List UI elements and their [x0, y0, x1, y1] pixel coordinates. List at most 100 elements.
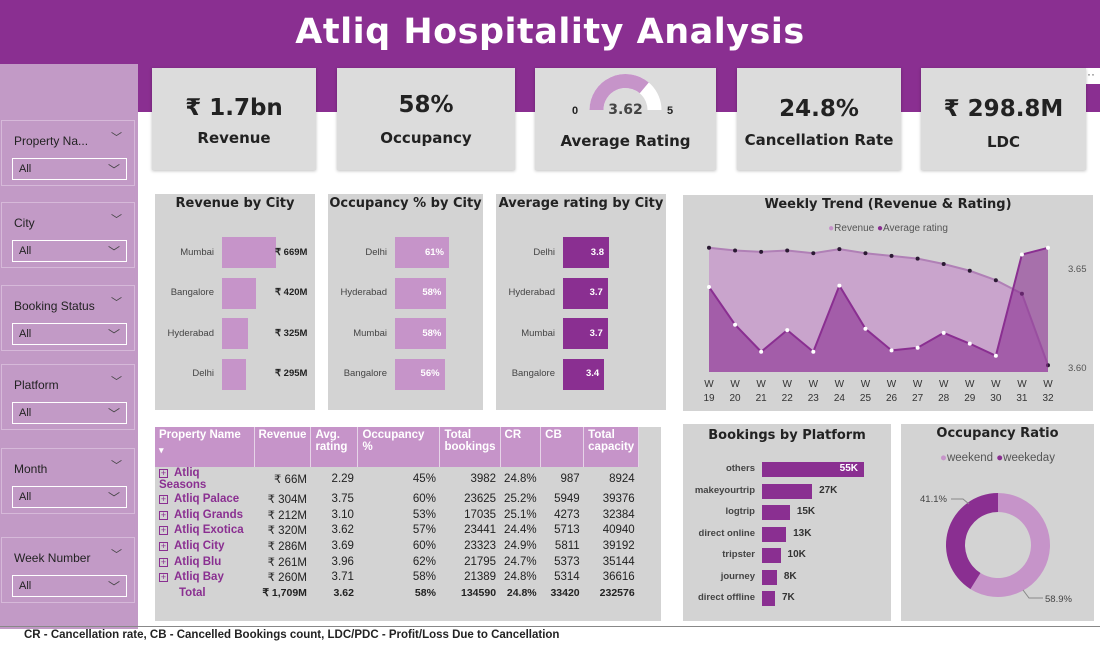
table-cell: 17035: [464, 508, 497, 521]
table-cell: 36616: [602, 571, 635, 584]
column-header[interactable]: Revenue: [254, 427, 312, 467]
expand-icon[interactable]: +: [159, 540, 168, 551]
bar-category-label: Bangalore: [170, 287, 214, 298]
chevron-down-icon[interactable]: ﹀: [111, 376, 122, 388]
table-row[interactable]: + Atliq City ₹ 286M 3.69 60% 23323 24.9% 5811 39…: [155, 538, 639, 554]
data-point: [837, 247, 842, 252]
total-cell: 134590: [461, 586, 497, 599]
slicer-month[interactable]: Month ﹀ All ﹀: [1, 448, 135, 514]
bar-data-label: 58%: [422, 287, 442, 298]
bar-category-label: direct offline: [697, 592, 755, 603]
kpi-value: 58%: [398, 92, 454, 118]
legend-label: weekend: [946, 452, 994, 464]
expand-icon[interactable]: +: [159, 493, 168, 504]
cell-text: Atliq Blu: [174, 555, 222, 568]
slicer-dropdown[interactable]: All ﹀: [12, 486, 127, 508]
data-point: [759, 249, 764, 254]
property-table: Property Name ▾ Revenue Avg. rating Occupanc…: [155, 427, 640, 601]
chevron-down-icon[interactable]: ﹀: [111, 549, 122, 561]
column-header[interactable]: CB: [540, 427, 585, 467]
table-cell: 3982: [470, 473, 497, 485]
slicer-dropdown[interactable]: All ﹀: [12, 575, 127, 597]
x-tick-label: 32: [1042, 393, 1054, 404]
column-header[interactable]: Occupancy %: [357, 427, 441, 467]
sort-icon[interactable]: ▾: [159, 445, 164, 455]
occupancy-by-city-chart[interactable]: Occupancy % by City Delhi 61% Hyderabad 58%…: [328, 194, 483, 410]
slicer-booking-status[interactable]: Booking Status ﹀ All ﹀: [1, 285, 135, 351]
kpi-label: Occupancy: [380, 129, 472, 147]
table-row[interactable]: + Atliq Grands ₹ 212M 3.10 53% 17035 25.1% 4273…: [155, 507, 639, 523]
legend-dot-icon: ●: [828, 223, 835, 234]
bookings-by-platform-chart[interactable]: Bookings by Platform others 55K makeyourtr…: [683, 424, 891, 621]
legend-label: Average rating: [883, 223, 948, 234]
chevron-down-icon[interactable]: ﹀: [111, 297, 122, 309]
x-tick-label: W: [704, 379, 714, 390]
expand-icon[interactable]: +: [159, 525, 168, 536]
data-point: [915, 345, 920, 350]
legend-label: weekeday: [1003, 452, 1055, 464]
expand-icon[interactable]: +: [159, 572, 168, 583]
table-row[interactable]: + Atliq Exotica ₹ 320M 3.62 57% 23441 24.4% 571…: [155, 522, 639, 538]
table-row[interactable]: + Atliq Blu ₹ 261M 3.96 62% 21795 24.7% 5373 351…: [155, 554, 639, 570]
slicer-dropdown[interactable]: All ﹀: [12, 323, 127, 345]
slicer-platform[interactable]: Platform ﹀ All ﹀: [1, 364, 135, 430]
chevron-down-icon[interactable]: ﹀: [111, 460, 122, 472]
x-tick-label: 21: [756, 393, 768, 404]
rating-by-city-chart[interactable]: Average rating by City Delhi 3.8 Hyderabad…: [496, 194, 666, 410]
expand-icon[interactable]: +: [159, 468, 168, 478]
table-row[interactable]: + Atliq Seasons ₹ 66M 2.29 45% 3982 24.8% 987 89…: [155, 467, 639, 491]
cell-text: Atliq Seasons: [159, 467, 207, 491]
column-header[interactable]: Property Name ▾: [155, 427, 255, 467]
table-row[interactable]: + Atliq Palace ₹ 304M 3.75 60% 23625 25.2% 5949…: [155, 491, 639, 507]
data-point: [967, 268, 972, 273]
column-header[interactable]: Total capacity: [583, 427, 640, 467]
column-header[interactable]: CR: [500, 427, 542, 467]
slicer-week-number[interactable]: Week Number ﹀ All ﹀: [1, 537, 135, 603]
expand-icon[interactable]: +: [159, 556, 168, 567]
property-table-panel[interactable]: Property Name ▾ Revenue Avg. rating Occupanc…: [155, 427, 661, 621]
x-tick-label: W: [835, 379, 845, 390]
weekly-trend-chart[interactable]: Weekly Trend (Revenue & Rating) ●Revenue…: [683, 195, 1093, 411]
pie-slice: [970, 493, 1050, 597]
total-cell: 33420: [550, 586, 580, 599]
bar-data-label: 56%: [420, 368, 440, 379]
column-header[interactable]: Total bookings: [439, 427, 501, 467]
table-row[interactable]: + Atliq Bay ₹ 260M 3.71 58% 21389 24.8% 5314 366…: [155, 569, 639, 585]
table-cell: 3.62: [331, 524, 354, 537]
total-cell: 24.8%: [506, 586, 537, 599]
slicer-dropdown[interactable]: All ﹀: [12, 402, 127, 424]
chart-legend: ●weekend ●weekeday: [901, 452, 1094, 464]
data-point: [889, 348, 894, 353]
property-name-cell: + Atliq Seasons: [155, 467, 254, 491]
slicer-dropdown[interactable]: All ﹀: [12, 158, 127, 180]
legend-dot-icon: ●: [940, 452, 947, 464]
chevron-down-icon: ﹀: [107, 328, 120, 342]
slicer-label: Month: [14, 462, 48, 476]
data-point: [993, 278, 998, 283]
chevron-down-icon[interactable]: ﹀: [111, 132, 122, 144]
chevron-down-icon[interactable]: ﹀: [111, 214, 122, 226]
kpi-value: 24.8%: [779, 96, 859, 122]
bar-category-label: journey: [720, 570, 755, 582]
chart-title: Occupancy % by City: [329, 196, 482, 211]
data-point: [915, 256, 920, 261]
slicer-label: Week Number: [14, 551, 91, 565]
bar: [762, 505, 790, 520]
occupancy-ratio-chart[interactable]: Occupancy Ratio ●weekend ●weekeday 41.1%…: [901, 424, 1094, 621]
x-tick-label: W: [913, 379, 923, 390]
data-point: [863, 326, 868, 331]
kpi-card-revenue: ₹ 1.7bn Revenue: [152, 68, 316, 170]
expand-icon[interactable]: +: [159, 509, 168, 520]
x-tick-label: W: [939, 379, 949, 390]
slicer-city[interactable]: City ﹀ All ﹀: [1, 202, 135, 268]
x-tick-label: W: [1043, 379, 1053, 390]
data-point: [993, 353, 998, 358]
chart-title: Occupancy Ratio: [936, 426, 1059, 441]
column-header[interactable]: Avg. rating: [310, 427, 359, 467]
slicer-property-name[interactable]: Property Na... ﹀ All ﹀: [1, 120, 135, 186]
bar-category-label: Hyderabad: [167, 327, 214, 339]
rating-gauge: [589, 74, 662, 110]
slicer-dropdown[interactable]: All ﹀: [12, 240, 127, 262]
bar: [563, 318, 608, 349]
revenue-by-city-chart[interactable]: Revenue by City Mumbai ₹ 669M Bangalore ₹ 4…: [155, 194, 315, 410]
